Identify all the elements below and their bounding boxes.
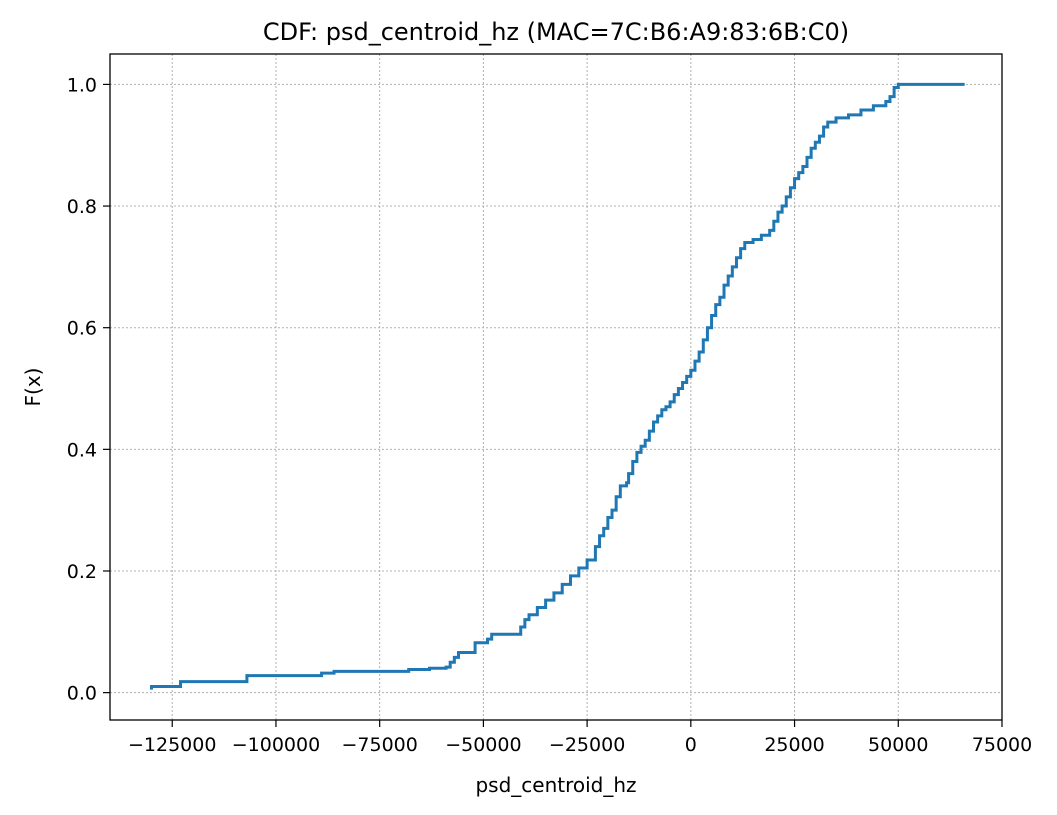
grid [110,54,1003,720]
y-tick-label: 0.8 [67,196,97,218]
x-axis-label: psd_centroid_hz [475,773,636,797]
x-tick-label: 75000 [972,734,1032,756]
x-tick-label: −100000 [232,734,320,756]
y-tick-label: 0.6 [67,318,97,340]
y-tick-label: 0.0 [67,683,97,705]
chart-title: CDF: psd_centroid_hz (MAC=7C:B6:A9:83:6B… [263,18,849,46]
plot-area-frame [109,53,1003,721]
x-tick-label: −25000 [549,734,625,756]
cdf-series-line [149,82,965,690]
x-tick-label: 25000 [764,734,824,756]
x-tick-label: 50000 [868,734,928,756]
series-layer [149,82,965,690]
y-tick-label: 1.0 [67,74,97,96]
y-axis-label: F(x) [21,368,45,407]
y-tick-label: 0.2 [67,561,97,583]
y-tick-label: 0.4 [67,439,97,461]
x-tick-label: −125000 [128,734,216,756]
x-tick-label: −50000 [445,734,521,756]
axes-ticks: −125000 −100000 −75000 −50000 −25000 0 25000 50… [67,74,1032,756]
x-tick-label: −75000 [341,734,417,756]
x-tick-label: 0 [685,734,697,756]
